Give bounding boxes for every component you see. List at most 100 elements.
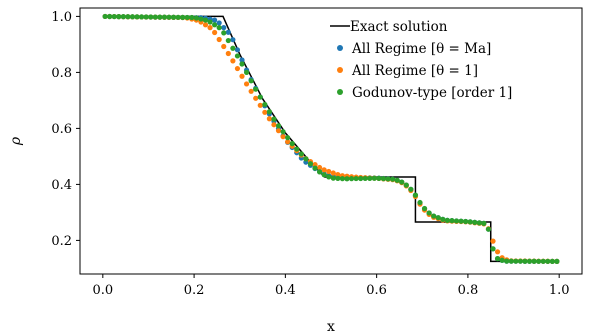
data-point	[125, 14, 131, 20]
legend-marker-godunov	[337, 89, 343, 95]
data-point	[212, 17, 218, 23]
data-point	[367, 175, 373, 181]
data-point	[371, 175, 377, 181]
data-point	[243, 81, 250, 87]
data-point	[152, 14, 158, 20]
data-point	[490, 238, 496, 244]
data-point	[504, 258, 510, 264]
data-point	[134, 14, 140, 20]
data-point	[216, 36, 222, 43]
data-point	[202, 22, 209, 28]
data-point	[239, 73, 245, 79]
data-point	[212, 29, 218, 36]
x-tick-label: 1.0	[549, 283, 570, 298]
data-point	[180, 14, 186, 20]
series-2-points	[102, 13, 560, 264]
data-point	[531, 258, 537, 264]
data-point	[262, 101, 268, 108]
data-point	[339, 176, 346, 182]
data-point	[102, 13, 108, 20]
data-point	[216, 20, 222, 26]
data-point	[139, 14, 145, 20]
data-point	[476, 220, 482, 226]
data-point	[472, 219, 478, 225]
data-point	[120, 14, 126, 20]
data-point	[257, 102, 263, 108]
data-point	[467, 219, 473, 225]
data-point	[394, 177, 400, 183]
data-point	[285, 135, 291, 141]
data-point	[275, 123, 282, 129]
data-point	[193, 15, 199, 21]
data-point	[129, 14, 136, 20]
data-point	[335, 175, 341, 181]
data-point	[266, 116, 272, 122]
data-point	[321, 172, 327, 178]
data-point	[426, 210, 432, 216]
data-point	[344, 176, 350, 182]
data-point	[403, 182, 409, 188]
data-point	[225, 50, 231, 57]
data-point	[335, 172, 341, 178]
x-tick-label: 0.6	[366, 283, 387, 298]
data-point	[307, 161, 314, 167]
y-tick-label: 0.2	[51, 234, 72, 249]
data-point	[116, 14, 122, 20]
x-axis-ticks: 0.0 0.2 0.4 0.6 0.8 1.0	[92, 274, 570, 298]
data-point	[330, 170, 336, 176]
data-point	[275, 128, 282, 134]
data-point	[157, 14, 163, 20]
data-point	[517, 258, 523, 264]
data-point	[111, 13, 117, 20]
data-point	[143, 14, 149, 20]
data-point	[358, 175, 364, 182]
data-point	[449, 218, 455, 224]
data-point	[225, 29, 231, 35]
data-point	[225, 37, 231, 44]
data-point	[294, 146, 300, 152]
data-point	[435, 215, 441, 221]
data-point	[440, 216, 446, 222]
data-point	[536, 258, 542, 264]
data-point	[230, 37, 236, 43]
data-point	[221, 30, 227, 36]
data-points-layer	[102, 13, 560, 264]
axes-frame	[79, 7, 583, 275]
data-point	[399, 179, 405, 185]
data-point	[316, 164, 323, 171]
data-point	[189, 14, 195, 21]
data-point	[239, 61, 245, 67]
data-point	[170, 14, 177, 20]
data-point	[303, 156, 309, 162]
data-point	[248, 78, 254, 84]
data-point	[107, 13, 113, 20]
data-point	[385, 176, 391, 182]
data-point	[198, 16, 204, 22]
data-point	[161, 14, 168, 20]
data-point	[526, 258, 533, 264]
data-point	[262, 109, 268, 115]
data-point	[522, 258, 528, 264]
data-point	[494, 256, 501, 262]
legend: Exact solution All Regime [θ = Ma] All R…	[330, 19, 512, 101]
data-point	[234, 47, 241, 53]
data-point	[353, 175, 359, 182]
y-tick-label: 0.4	[51, 178, 72, 193]
x-tick-label: 0.8	[458, 283, 479, 298]
data-point	[221, 25, 227, 31]
data-point	[513, 258, 519, 264]
legend-label-godunov: Godunov-type [order 1]	[352, 85, 512, 101]
y-axis-label: ρ	[8, 136, 24, 146]
data-point	[175, 14, 181, 20]
data-point	[216, 25, 222, 31]
data-point	[239, 57, 245, 63]
x-axis-label: x	[327, 319, 335, 335]
data-point	[545, 258, 551, 264]
data-point	[280, 134, 286, 140]
data-point	[499, 257, 505, 263]
data-point	[230, 58, 236, 64]
data-point	[316, 169, 323, 175]
data-point	[390, 176, 396, 182]
data-point	[212, 22, 218, 28]
